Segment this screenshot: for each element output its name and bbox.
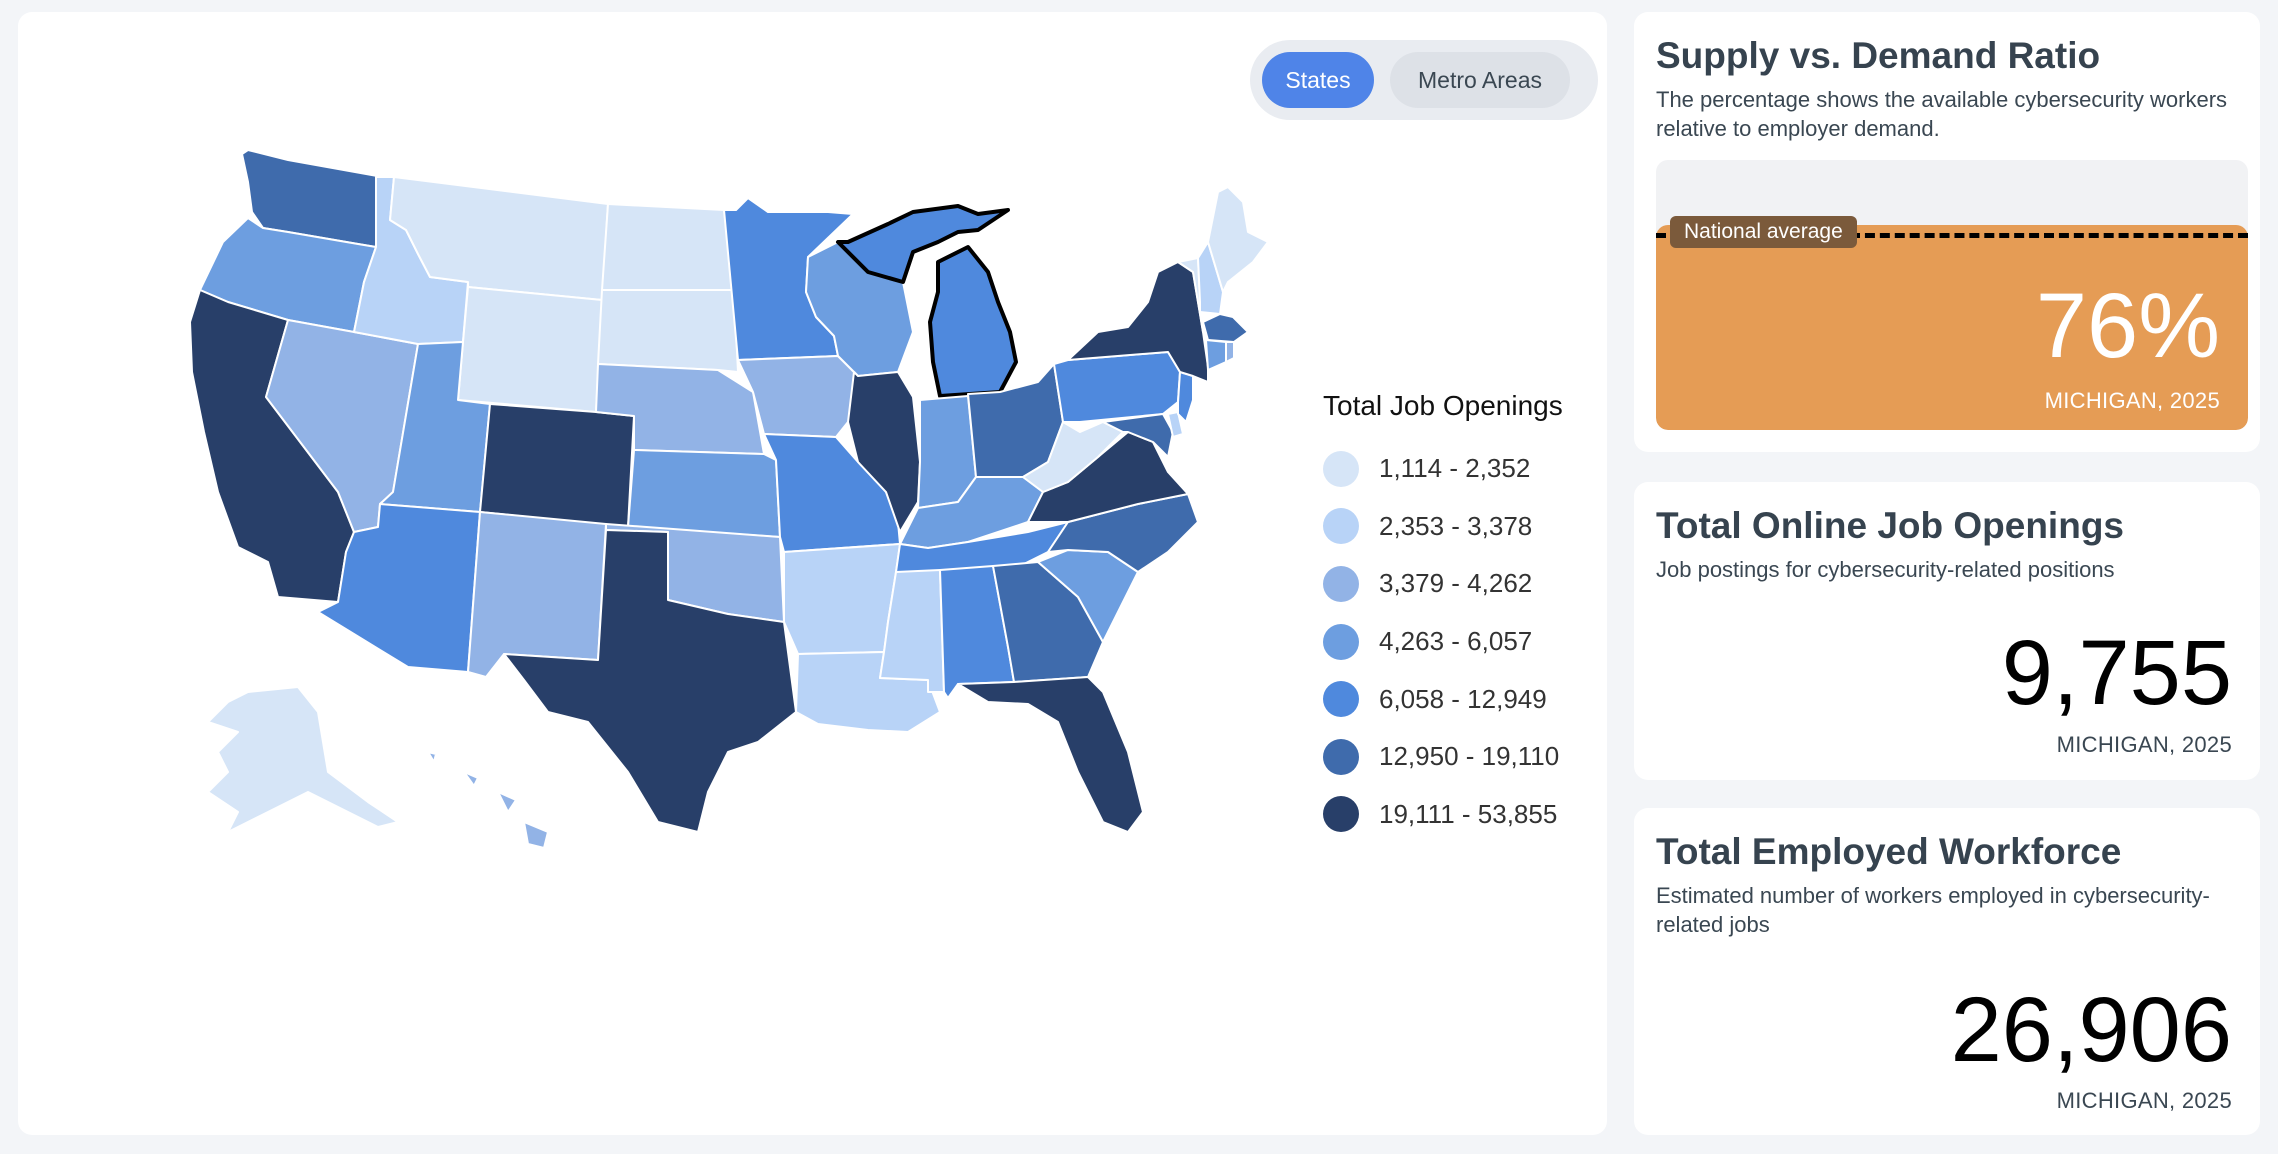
state-pennsylvania[interactable] [1053, 351, 1181, 423]
job-openings-title: Total Online Job Openings [1656, 505, 2124, 546]
state-illinois[interactable] [847, 371, 921, 533]
states-toggle-button[interactable]: States [1262, 52, 1374, 108]
legend-label: 2,353 - 3,378 [1379, 510, 1533, 541]
legend-swatch [1323, 508, 1359, 545]
legend-label: 1,114 - 2,352 [1379, 453, 1531, 484]
legend-swatch [1323, 681, 1359, 718]
state-maine[interactable] [1207, 186, 1269, 293]
state-south-dakota[interactable] [597, 289, 739, 373]
legend-swatch [1323, 796, 1359, 833]
legend-item: 4,263 - 6,057 [1323, 613, 1595, 671]
legend-item: 12,950 - 19,110 [1323, 728, 1595, 786]
state-colorado[interactable] [479, 403, 635, 528]
legend-label: 6,058 - 12,949 [1379, 683, 1547, 714]
legend-item: 2,353 - 3,378 [1323, 498, 1595, 556]
ratio-location: MICHIGAN, 2025 [2044, 388, 2220, 413]
metro-areas-toggle-button[interactable]: Metro Areas [1390, 52, 1570, 108]
state-hawaii[interactable] [427, 751, 549, 849]
state-alaska[interactable] [207, 686, 399, 833]
national-average-line [1656, 233, 2248, 238]
employed-workforce-card: Total Employed Workforce Estimated numbe… [1634, 808, 2260, 1135]
us-choropleth-map [189, 149, 1269, 849]
state-north-dakota[interactable] [601, 203, 735, 291]
legend-swatch [1323, 623, 1359, 660]
employed-workforce-location: MICHIGAN, 2025 [2056, 1088, 2232, 1113]
view-toggle: States Metro Areas [1250, 40, 1598, 120]
state-texas[interactable] [503, 529, 797, 833]
state-new-mexico[interactable] [467, 511, 607, 678]
state-rhode-island[interactable] [1225, 341, 1235, 363]
supply-demand-card: Supply vs. Demand Ratio The percentage s… [1634, 12, 2260, 452]
state-vermont[interactable] [1177, 257, 1204, 333]
ratio-fill-bar [1656, 224, 2248, 430]
legend-label: 12,950 - 19,110 [1379, 741, 1560, 772]
state-florida[interactable] [957, 676, 1144, 833]
legend-swatch [1323, 450, 1359, 487]
supply-demand-description: The percentage shows the available cyber… [1656, 87, 2228, 141]
supply-demand-title: Supply vs. Demand Ratio [1656, 35, 2101, 76]
national-average-label: National average [1670, 216, 1857, 248]
legend-item: 19,111 - 53,855 [1323, 786, 1595, 844]
legend-item: 6,058 - 12,949 [1323, 670, 1595, 728]
employed-workforce-value: 26,906 [1950, 979, 2232, 1081]
state-connecticut[interactable] [1205, 339, 1227, 371]
legend-label: 3,379 - 4,262 [1379, 568, 1533, 599]
state-delaware[interactable] [1167, 411, 1184, 438]
legend-item: 3,379 - 4,262 [1323, 555, 1595, 613]
state-west-virginia[interactable] [1022, 421, 1124, 493]
state-new-jersey[interactable] [1177, 371, 1194, 423]
legend-swatch [1323, 738, 1359, 775]
map-panel: States Metro Areas [18, 12, 1607, 1135]
ratio-value: 76% [2035, 275, 2220, 377]
state-kansas[interactable] [627, 449, 781, 538]
legend-label: 19,111 - 53,855 [1379, 798, 1558, 829]
legend-label: 4,263 - 6,057 [1379, 626, 1533, 657]
legend-item: 1,114 - 2,352 [1323, 440, 1595, 498]
legend-swatch [1323, 565, 1359, 602]
job-openings-card: Total Online Job Openings Job postings f… [1634, 482, 2260, 780]
job-openings-description: Job postings for cybersecurity-related p… [1656, 557, 2115, 583]
state-michigan-lower[interactable] [928, 245, 1018, 398]
job-openings-value: 9,755 [2001, 622, 2232, 724]
state-maryland[interactable] [1102, 413, 1174, 458]
state-missouri[interactable] [763, 433, 901, 553]
ratio-gauge: National average 76% MICHIGAN, 2025 [1656, 160, 2248, 430]
state-arkansas[interactable] [783, 543, 901, 655]
job-openings-location: MICHIGAN, 2025 [2056, 732, 2232, 757]
employed-workforce-title: Total Employed Workforce [1656, 831, 2122, 872]
state-massachusetts[interactable] [1202, 313, 1249, 343]
legend-title: Total Job Openings [1323, 390, 1563, 421]
map-legend: Total Job Openings 1,114 - 2,352 2,353 -… [1323, 390, 1595, 843]
employed-workforce-description: Estimated number of workers employed in … [1656, 883, 2210, 937]
state-michigan-upper[interactable] [836, 204, 1010, 284]
state-wyoming[interactable] [457, 286, 603, 413]
